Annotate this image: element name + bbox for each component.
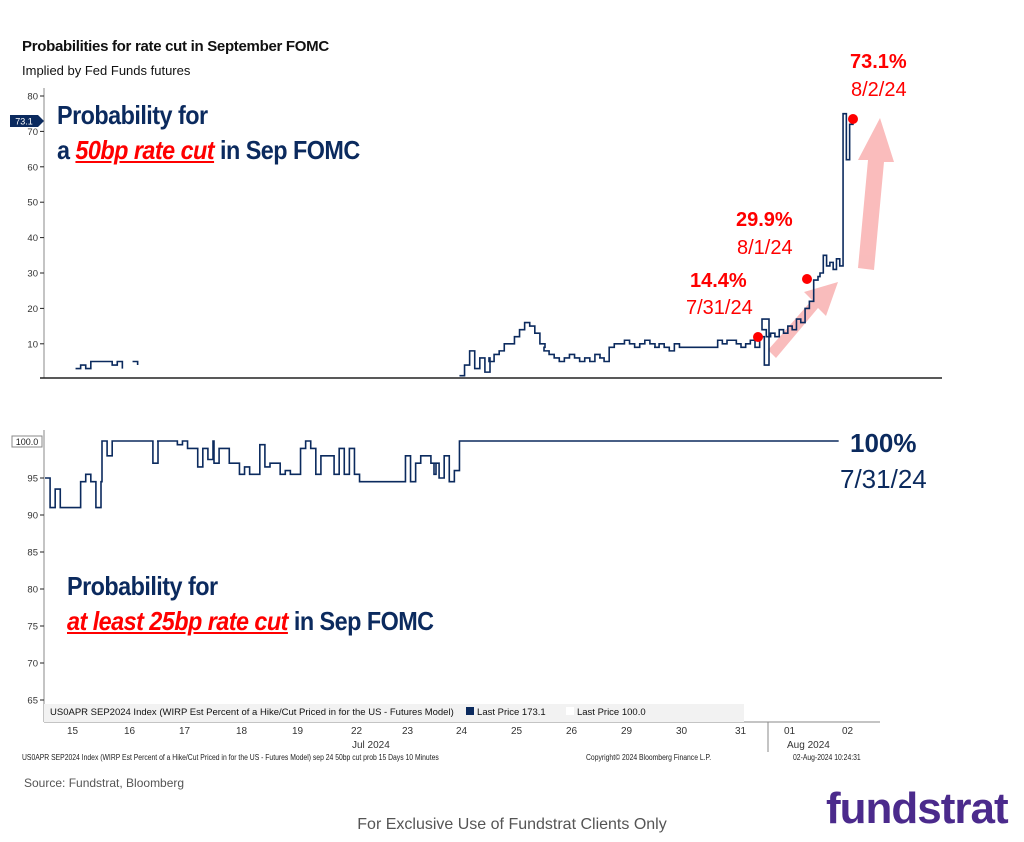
footer-timestamp: 02-Aug-2024 10:24:31	[793, 753, 861, 762]
series-line	[45, 440, 839, 509]
x-tick-label: 23	[402, 726, 414, 737]
y-tick-label: 10	[27, 339, 38, 350]
legend-text: US0APR SEP2024 Index (WIRP Est Percent o…	[50, 707, 454, 718]
x-tick-label: 02	[842, 726, 854, 737]
y-tick-label: 20	[27, 304, 38, 315]
x-tick-label: 29	[621, 726, 633, 737]
legend: US0APR SEP2024 Index (WIRP Est Percent o…	[44, 704, 744, 722]
annotation-date-7-31: 7/31/24	[686, 297, 753, 319]
annotation-dot-7-31	[753, 332, 763, 342]
footer-copyright: Copyright© 2024 Bloomberg Finance L.P.	[586, 753, 712, 762]
last-value-tag-bottom	[11, 435, 43, 448]
y-tick-label: 50	[27, 198, 38, 209]
y-tick-label: 80	[27, 92, 38, 103]
y-tick-label: 70	[27, 659, 38, 670]
bottom-overlay-line2: at least 25bp rate cut in Sep FOMC	[67, 606, 434, 637]
x-tick-label: 15	[67, 726, 79, 737]
fundstrat-logo: fundstrat	[826, 784, 1009, 833]
last-value-tag-top-text: 73.1	[15, 117, 33, 127]
legend-item-1: Last Price 173.1	[477, 707, 546, 718]
annotation-pct-100: 100%	[850, 428, 917, 458]
y-tick-label: 70	[27, 127, 38, 138]
x-tick-label: 30	[676, 726, 688, 737]
source-note: Source: Fundstrat, Bloomberg	[24, 776, 185, 790]
annotation-pct-7-31: 14.4%	[690, 270, 747, 292]
month-label-aug: Aug 2024	[787, 740, 830, 751]
x-tick-label: 25	[511, 726, 523, 737]
x-tick-label: 31	[735, 726, 747, 737]
overlay-suffix: in Sep FOMC	[287, 606, 434, 636]
month-label-jul: Jul 2024	[352, 740, 390, 751]
y-tick-label: 95	[27, 474, 38, 485]
legend-swatch-white	[566, 707, 575, 715]
bottom-overlay-line1: Probability for	[67, 571, 218, 601]
y-tick-label: 85	[27, 548, 38, 559]
arrow-up-icon	[768, 282, 838, 358]
x-tick-label: 16	[124, 726, 136, 737]
annotation-date-100: 7/31/24	[840, 464, 927, 494]
y-tick-label: 90	[27, 511, 38, 522]
y-tick-label: 80	[27, 585, 38, 596]
chart-subtitle: Implied by Fed Funds futures	[22, 63, 191, 78]
top-overlay-line2: a 50bp rate cut in Sep FOMC	[57, 135, 360, 166]
y-tick-label: 30	[27, 269, 38, 280]
y-tick-label: 65	[27, 696, 38, 707]
x-tick-label: 26	[566, 726, 578, 737]
annotation-dot-8-2	[848, 114, 858, 124]
annotation-pct-8-1: 29.9%	[736, 209, 793, 231]
overlay-suffix: in Sep FOMC	[214, 135, 360, 165]
overlay-emphasis: 50bp rate cut	[75, 135, 215, 165]
x-tick-label: 19	[292, 726, 304, 737]
overlay-emphasis: at least 25bp rate cut	[67, 606, 288, 636]
x-tick-label: 17	[179, 726, 191, 737]
overlay-prefix: a	[57, 135, 76, 165]
annotation-date-8-1: 8/1/24	[737, 237, 793, 259]
chart-title: Probabilities for rate cut in September …	[22, 38, 329, 55]
legend-swatch-navy	[466, 707, 475, 715]
series-line	[132, 360, 139, 366]
series-line	[459, 112, 854, 377]
x-tick-label: 01	[784, 726, 796, 737]
legend-item-2: Last Price 100.0	[576, 707, 646, 718]
annotation-dot-8-1	[802, 274, 812, 284]
y-tick-label: 60	[27, 162, 38, 173]
disclaimer: For Exclusive Use of Fundstrat Clients O…	[357, 816, 667, 833]
annotation-pct-8-2: 73.1%	[850, 51, 907, 73]
series-line	[75, 360, 124, 370]
last-value-tag-top	[10, 115, 44, 127]
y-tick-label: 40	[27, 233, 38, 244]
top-overlay-line1: Probability for	[57, 100, 208, 130]
last-value-tag-bottom-text: 100.0	[16, 437, 39, 447]
x-tick-label: 18	[236, 726, 248, 737]
annotation-date-8-2: 8/2/24	[851, 79, 907, 101]
x-tick-label: 24	[456, 726, 468, 737]
y-tick-label: 75	[27, 622, 38, 633]
x-tick-label: 22	[351, 726, 363, 737]
footer-ticker-desc: US0APR SEP2024 Index (WIRP Est Percent o…	[22, 753, 439, 762]
arrow-up-icon	[858, 118, 894, 270]
